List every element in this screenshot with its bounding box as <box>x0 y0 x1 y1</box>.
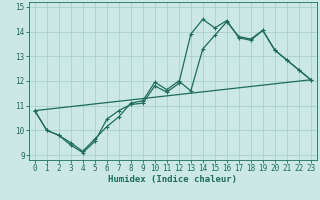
X-axis label: Humidex (Indice chaleur): Humidex (Indice chaleur) <box>108 175 237 184</box>
